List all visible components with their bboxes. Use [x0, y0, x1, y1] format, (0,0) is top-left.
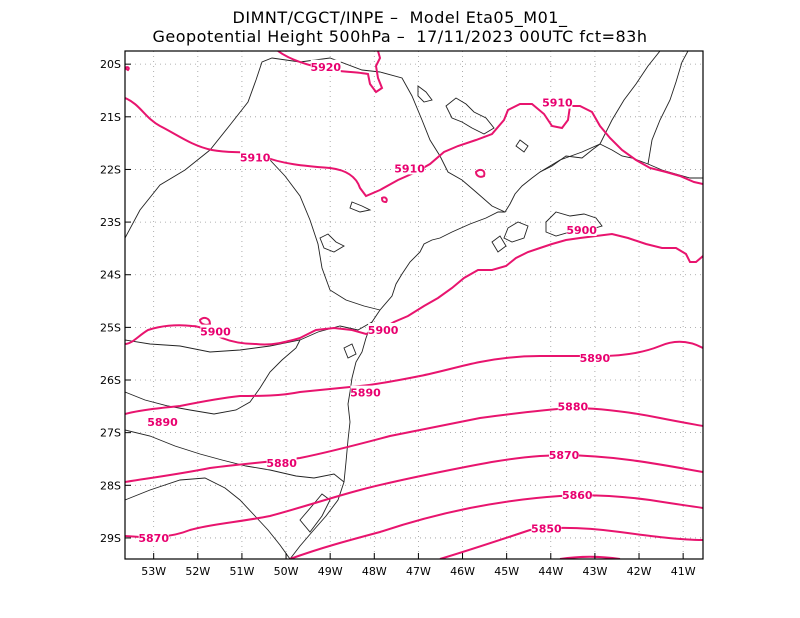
- lon-tick-label: 52W: [185, 565, 210, 578]
- chart-title-line-2: Geopotential Height 500hPa – 17/11/2023 …: [152, 27, 648, 46]
- lat-tick-label: 26S: [100, 374, 121, 387]
- lon-tick-label: 42W: [627, 565, 652, 578]
- contour-label-bg: [240, 150, 271, 164]
- border-uruguay: [125, 477, 291, 559]
- contour-label: 5880: [558, 400, 589, 413]
- contour-5840: [559, 555, 621, 559]
- reservoir-3: [349, 201, 372, 213]
- lon-tick-label: 44W: [538, 565, 563, 578]
- contour-labels: 5920 5910 5910 5910 5900 5900 5900 5890 5890 5890…: [138, 59, 611, 545]
- contour-label-bg: [200, 324, 231, 338]
- contour-label-bg: [542, 95, 573, 109]
- contour-5910-island: [380, 168, 486, 204]
- contour-label-bg: [368, 323, 399, 337]
- contour-label-bg: [147, 415, 178, 429]
- contour-label: 5910: [542, 97, 573, 110]
- contour-label: 5880: [266, 457, 297, 470]
- contour-label-bg: [138, 530, 169, 544]
- contour-label-bg: [531, 521, 562, 535]
- lon-tick-label: 43W: [582, 565, 607, 578]
- contour-label: 5920: [310, 61, 341, 74]
- contour-label-bg: [310, 59, 341, 73]
- reservoir-4: [319, 233, 345, 253]
- contour-5850: [439, 526, 703, 559]
- lon-tick-label: 41W: [671, 565, 696, 578]
- lat-tick-label: 28S: [100, 479, 121, 492]
- coastline: [289, 143, 703, 559]
- contour-label: 5910: [394, 162, 425, 175]
- contour-label-bg: [566, 222, 597, 236]
- border-sc-rs: [125, 429, 345, 483]
- contour-label: 5890: [580, 352, 611, 365]
- lon-tick-label: 49W: [318, 565, 343, 578]
- lon-tick-label: 50W: [274, 565, 299, 578]
- contour-5900: [125, 232, 703, 346]
- reservoir-5: [515, 139, 529, 153]
- contour-label-bg: [562, 487, 593, 501]
- contour-5920-north-edge: [125, 66, 130, 72]
- lat-tick-label: 24S: [100, 269, 121, 282]
- lat-tick-label: 23S: [100, 216, 121, 229]
- height-contours: [125, 51, 703, 559]
- contour-label: 5860: [562, 489, 593, 502]
- contour-label: 5900: [566, 224, 597, 237]
- border-es: [647, 51, 689, 165]
- contour-5880: [125, 406, 703, 483]
- contour-label: 5870: [138, 532, 169, 545]
- contour-5870: [125, 454, 703, 539]
- contour-label-bg: [350, 385, 381, 399]
- lat-tick-label: 27S: [100, 427, 121, 440]
- contour-label: 5900: [200, 326, 231, 339]
- lat-tick-label: 25S: [100, 321, 121, 334]
- contour-5860: [289, 494, 703, 559]
- lon-tick-label: 51W: [229, 565, 254, 578]
- contour-5900-island: [198, 316, 212, 326]
- contour-label-bg: [579, 350, 610, 364]
- reservoir-1: [445, 97, 495, 135]
- contour-label: 5890: [147, 416, 178, 429]
- border-pr-sp: [269, 159, 381, 311]
- lat-tick-label: 21S: [100, 111, 121, 124]
- contour-label: 5910: [240, 151, 271, 164]
- sao-paulo-coast-islands: [491, 221, 529, 253]
- lagoa-dos-patos: [299, 493, 331, 533]
- contour-label-bg: [394, 161, 425, 175]
- contour-5910: [125, 97, 703, 198]
- contour-label: 5900: [368, 324, 399, 337]
- border-argentina: [125, 339, 301, 415]
- guanabara-bay: [545, 211, 603, 237]
- lon-tick-label: 48W: [362, 565, 387, 578]
- contour-label: 5850: [531, 522, 562, 535]
- lat-tick-label: 20S: [100, 58, 121, 71]
- contour-label-bg: [557, 399, 588, 413]
- chart-title-line-1: DIMNT/CGCT/INPE – Model Eta05_M01_: [232, 8, 568, 27]
- map-axes: 20S 21S 22S 23S 24S 25S 26S 27S 28S 29S 53W 52W 51W 5…: [100, 58, 696, 578]
- lon-tick-label: 45W: [494, 565, 519, 578]
- border-pr-sc: [125, 321, 373, 353]
- contour-label: 5870: [549, 449, 580, 462]
- coastline-borders: [125, 51, 703, 559]
- contour-5890: [125, 340, 703, 415]
- lat-tick-label: 29S: [100, 532, 121, 545]
- graticule: [125, 51, 703, 559]
- border-mg-sp: [125, 57, 506, 239]
- contour-label-bg: [549, 447, 580, 461]
- contour-label: 5890: [350, 387, 381, 400]
- map-frame: [124, 50, 704, 560]
- lon-tick-label: 46W: [450, 565, 475, 578]
- lon-tick-label: 47W: [406, 565, 431, 578]
- reservoir-2: [417, 85, 433, 103]
- contour-5920: [277, 51, 384, 94]
- lon-tick-label: 53W: [141, 565, 166, 578]
- contour-label-bg: [266, 456, 297, 470]
- lat-tick-label: 22S: [100, 163, 121, 176]
- reservoir-6: [343, 343, 357, 359]
- border-rj-mg: [539, 51, 661, 173]
